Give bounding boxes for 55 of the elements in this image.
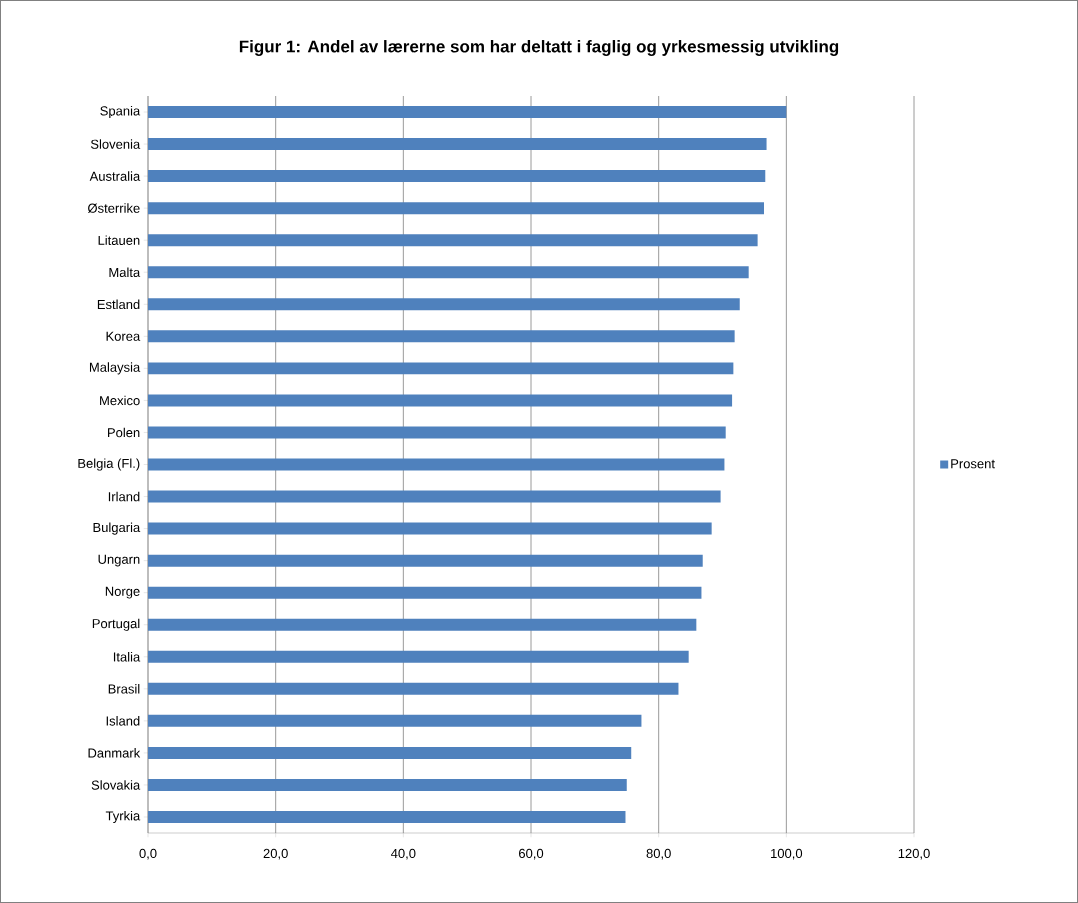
bar: [148, 266, 749, 279]
y-tick-label: Belgia (Fl.): [78, 458, 140, 471]
bar: [148, 810, 626, 823]
bar: [148, 650, 689, 663]
y-tick-label: Mexico: [100, 395, 140, 406]
x-tick-label: 100,0: [771, 848, 803, 860]
bar: [148, 554, 703, 567]
x-tick-label: 80,0: [646, 848, 671, 860]
bar: [148, 234, 758, 247]
bar: [148, 522, 712, 535]
y-tick-label: Tyrkia: [105, 810, 141, 824]
y-tick-label: Portugal: [92, 618, 140, 631]
bar: [148, 362, 734, 375]
y-tick-label: Spania: [100, 105, 141, 119]
y-tick-label: Malta: [109, 267, 141, 278]
bar: [148, 138, 767, 151]
y-tick-label: Slovenia: [90, 139, 141, 149]
x-tick-label: 120,0: [898, 848, 930, 860]
y-tick-label: Litauen: [98, 235, 140, 245]
bar: [148, 682, 679, 695]
y-tick-label: Italia: [113, 651, 141, 662]
y-tick-label: Island: [106, 716, 140, 726]
bar: [148, 298, 740, 311]
y-tick-label: Slovakia: [91, 780, 141, 790]
y-tick-label: Irland: [108, 491, 140, 502]
y-tick-label: Østerrike: [87, 203, 140, 214]
y-tick-label: Bulgaria: [93, 522, 141, 535]
y-tick-label: Polen: [108, 427, 140, 438]
bar: [148, 170, 766, 183]
bar: [148, 746, 632, 759]
y-tick-label: Ungarn: [98, 554, 140, 567]
y-tick-label: Estland: [97, 299, 140, 310]
x-tick-label: 20,0: [263, 848, 288, 860]
x-tick-label: 60,0: [519, 848, 544, 860]
y-tick-label: Malaysia: [89, 362, 141, 375]
bar: [148, 778, 627, 791]
y-tick-label: Norge: [105, 586, 140, 599]
y-tick-label: Australia: [89, 171, 141, 181]
y-tick-label: Korea: [106, 331, 141, 341]
bar: [148, 394, 733, 407]
bar: [148, 714, 642, 727]
bar: [148, 490, 721, 503]
bar: [148, 330, 735, 343]
chart-title: Figur 1: Andel av lærerne som har deltatt i faglig og yrkesmessig utvikling: [239, 40, 839, 56]
y-tick-label: Danmark: [88, 748, 141, 758]
x-tick-label: 40,0: [390, 848, 416, 860]
x-tick-label: 0,0: [139, 848, 157, 860]
bar: [148, 458, 725, 471]
y-tick-label: Brasil: [108, 684, 140, 694]
bar: [148, 618, 697, 631]
bar: [148, 586, 702, 599]
bar: [148, 202, 764, 215]
legend-label: Prosent: [951, 459, 995, 469]
bar: [148, 426, 726, 439]
bar: [148, 106, 787, 119]
